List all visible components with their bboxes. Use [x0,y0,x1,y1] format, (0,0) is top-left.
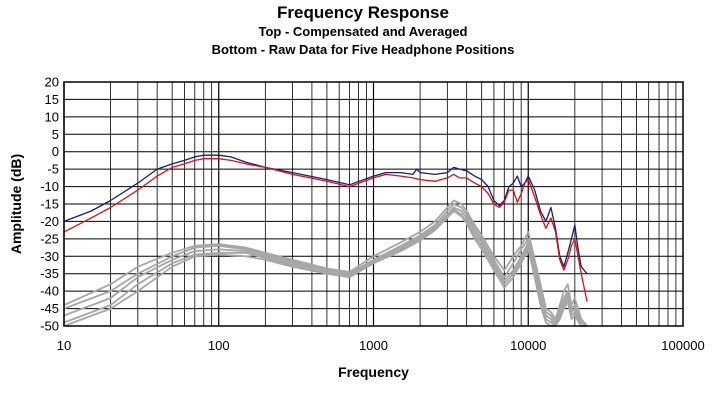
compensated-line-7 [63,158,588,302]
chart-subtitle-line-2: Bottom - Raw Data for Five Headphone Pos… [211,42,515,57]
y-tick-label: -10 [40,179,59,194]
chart-title: Frequency Response [277,3,449,22]
y-tick-label: -20 [40,214,59,229]
y-tick-label: 5 [52,127,59,142]
y-tick-label: -50 [40,319,59,334]
x-tick-label: 1000 [359,338,388,353]
x-tick-label: 10000 [510,338,546,353]
y-tick-label: -25 [40,231,59,246]
y-tick-label: -45 [40,301,59,316]
plot-frame [63,81,684,327]
y-tick-label: 15 [45,92,59,107]
y-tick-label: -40 [40,284,59,299]
y-tick-label: -15 [40,197,59,212]
x-axis-label: Frequency [338,364,409,380]
raw-data-line-5 [63,210,588,327]
y-tick-label: 20 [45,75,59,90]
y-tick-label: 10 [45,109,59,124]
x-tick-label: 10 [57,338,71,353]
x-tick-label: 100 [208,338,230,353]
raw-data-line-1 [63,199,588,327]
raw-data-line-4 [63,208,588,327]
raw-data-line-2 [63,203,588,327]
y-tick-labels: 20 15 10 5 0 -5 -10 -15 -20 -25 -30 -35 -40 -45 -50 [40,75,59,334]
series-layer [63,154,588,327]
y-tick-label: 0 [52,144,59,159]
x-tick-labels: 10 100 1000 10000 100000 [57,338,705,353]
raw-data-line-3 [63,206,588,327]
y-tick-label: -35 [40,266,59,281]
y-tick-label: -30 [40,249,59,264]
compensated-line-6 [63,154,588,275]
chart-subtitle-line-1: Top - Compensated and Averaged [258,24,468,39]
y-tick-label: -5 [47,162,59,177]
y-axis-label: Amplitude (dB) [8,154,24,254]
x-tick-label: 100000 [661,338,704,353]
grid [63,81,683,327]
